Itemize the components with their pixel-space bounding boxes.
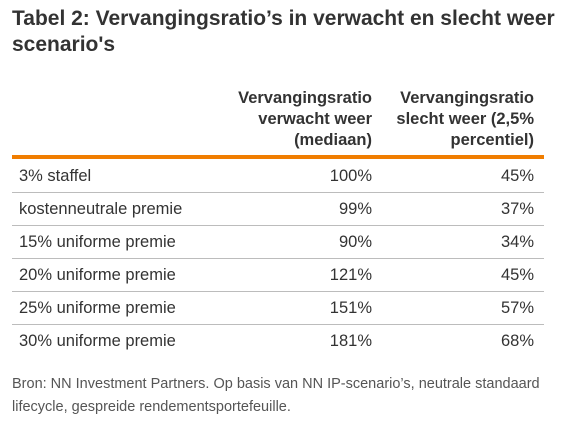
table-row: 15% uniforme premie 90% 34% (12, 226, 544, 259)
row-label: 25% uniforme premie (19, 299, 176, 317)
row-label: 3% staffel (19, 167, 92, 185)
header-bad-line-1: Vervangingsratio (400, 89, 534, 107)
row-label: kostenneutrale premie (19, 200, 183, 218)
row-label: 20% uniforme premie (19, 266, 176, 284)
row-expected-value: 121% (329, 266, 372, 284)
header-bad-line-2: slecht weer (2,5% (396, 110, 534, 128)
row-expected-value: 100% (329, 167, 372, 185)
header-expected-weather: Vervangingsratio verwacht weer (mediaan) (238, 88, 372, 151)
table-row: kostenneutrale premie 99% 37% (12, 193, 544, 226)
source-note: Bron: NN Investment Partners. Op basis v… (12, 376, 540, 415)
header-bad-line-3: percentiel) (450, 131, 534, 149)
row-expected-value: 90% (338, 233, 372, 251)
row-expected-value: 99% (338, 200, 372, 218)
header-expected-line-1: Vervangingsratio (238, 89, 372, 107)
table-header: Vervangingsratio verwacht weer (mediaan)… (12, 88, 544, 152)
row-label: 15% uniforme premie (19, 233, 176, 251)
table-row: 25% uniforme premie 151% 57% (12, 292, 544, 325)
row-bad-value: 57% (500, 299, 534, 317)
table-title: Tabel 2: Vervangingsratio’s in verwacht … (12, 7, 555, 56)
row-bad-value: 34% (500, 233, 534, 251)
table-row: 3% staffel 100% 45% (12, 160, 544, 193)
row-expected-value: 181% (329, 332, 372, 350)
table-row: 30% uniforme premie 181% 68% (12, 325, 544, 357)
header-expected-line-2: verwacht weer (258, 110, 372, 128)
row-bad-value: 45% (500, 266, 534, 284)
header-divider (12, 155, 544, 159)
header-expected-line-3: (mediaan) (294, 131, 372, 149)
row-expected-value: 151% (329, 299, 372, 317)
row-bad-value: 68% (500, 332, 534, 350)
row-bad-value: 37% (500, 200, 534, 218)
row-label: 30% uniforme premie (19, 332, 176, 350)
row-bad-value: 45% (500, 167, 534, 185)
table-body: 3% staffel 100% 45% kostenneutrale premi… (12, 160, 544, 357)
replacement-ratio-table: Vervangingsratio verwacht weer (mediaan)… (12, 88, 544, 350)
header-bad-weather: Vervangingsratio slecht weer (2,5% perce… (396, 88, 534, 151)
table-row: 20% uniforme premie 121% 45% (12, 259, 544, 292)
